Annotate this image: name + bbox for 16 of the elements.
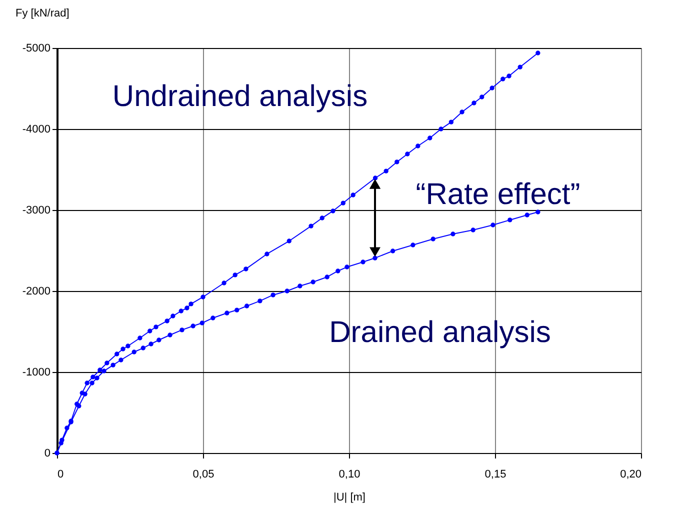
x-tick-label: 0 [58,468,64,480]
x-tick-label: 0,10 [338,468,360,480]
x-axis-title: |U| [m] [334,492,366,504]
y-tick-label: 0 [44,448,50,460]
y-axis-title: Fy [kN/rad] [16,8,70,20]
x-tick-label: 0,05 [192,468,214,480]
y-tick-label: -3000 [22,204,50,216]
y-tick-label: -4000 [22,124,50,136]
y-tick-label: -5000 [22,42,50,54]
x-tick-label: 0,15 [484,468,506,480]
series-label: Undrained analysis [112,80,368,113]
y-tick-label: -2000 [22,286,50,298]
y-tick-label: -1000 [22,366,50,378]
series-label: Drained analysis [329,316,551,349]
annotation: “Rate effect” [416,178,580,211]
x-tick-label: 0,20 [620,468,642,480]
